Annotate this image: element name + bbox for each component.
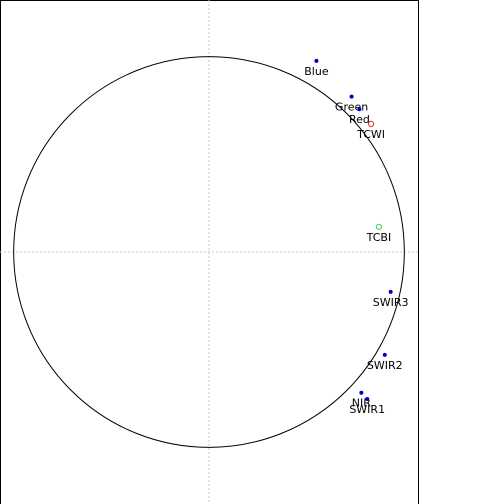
point-swir3 — [388, 289, 393, 294]
point-swir1 — [365, 397, 370, 401]
point-tcwi — [368, 120, 375, 128]
point-label-green: Green — [335, 101, 368, 114]
point-tcbi — [375, 223, 383, 230]
point-swir2 — [382, 352, 387, 357]
point-label-swir1: SWIR1 — [349, 403, 385, 416]
point-green — [349, 94, 354, 99]
point-blue — [314, 58, 319, 63]
point-label-blue: Blue — [304, 65, 329, 78]
point-label-swir3: SWIR3 — [373, 296, 409, 309]
point-nir — [359, 390, 364, 395]
point-label-tcwi: TCWI — [356, 128, 385, 141]
point-red — [357, 107, 362, 112]
point-label-red: Red — [349, 113, 370, 126]
correlation-circle — [13, 56, 405, 448]
point-label-swir2: SWIR2 — [367, 359, 403, 372]
point-label-tcbi: TCBI — [366, 231, 392, 244]
